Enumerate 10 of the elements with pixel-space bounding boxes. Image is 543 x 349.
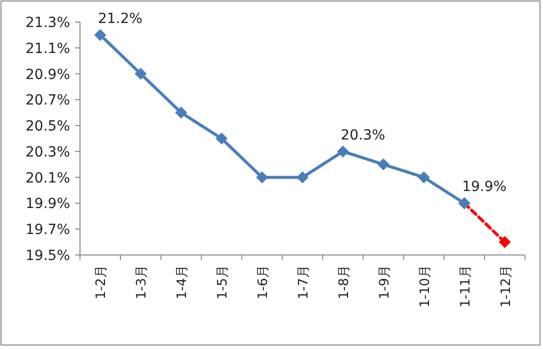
point <box>418 171 430 184</box>
point <box>134 68 147 80</box>
point <box>498 236 511 248</box>
point <box>296 171 308 184</box>
point <box>256 171 268 184</box>
point <box>94 28 106 41</box>
point <box>216 132 228 144</box>
point <box>336 145 349 158</box>
point <box>175 106 188 119</box>
point <box>377 158 390 170</box>
